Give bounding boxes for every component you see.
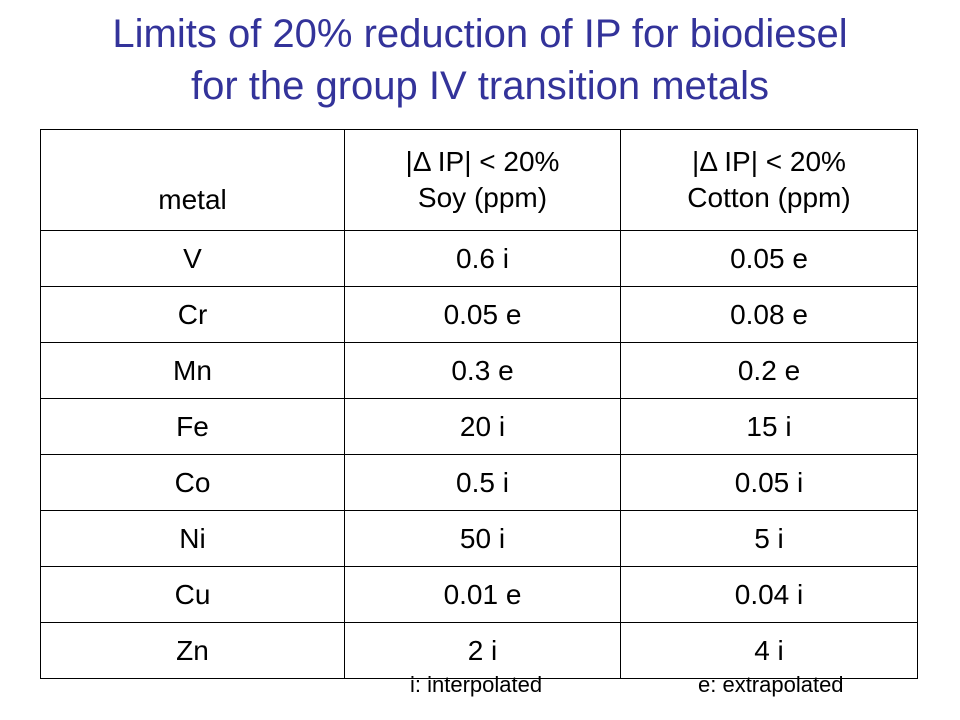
cell-cotton: 0.05 e (620, 230, 918, 287)
cell-cotton: 0.05 i (620, 454, 918, 511)
table-row: Cr 0.05 e 0.08 e (40, 286, 918, 343)
table-row: Mn 0.3 e 0.2 e (40, 342, 918, 399)
cell-metal: V (40, 230, 345, 287)
table-row: Cu 0.01 e 0.04 i (40, 566, 918, 623)
cell-metal: Fe (40, 398, 345, 455)
header-soy: |Δ IP| < 20% Soy (ppm) (344, 129, 621, 231)
cell-cotton: 0.04 i (620, 566, 918, 623)
cell-soy: 0.05 e (344, 286, 621, 343)
cell-soy: 50 i (344, 510, 621, 567)
cell-metal: Cr (40, 286, 345, 343)
title-line-1: Limits of 20% reduction of IP for biodie… (112, 12, 848, 56)
cell-soy: 0.5 i (344, 454, 621, 511)
ip-limits-table: metal |Δ IP| < 20% Soy (ppm) |Δ IP| < 20… (40, 129, 918, 679)
cell-cotton: 0.2 e (620, 342, 918, 399)
cell-metal: Cu (40, 566, 345, 623)
header-cotton: |Δ IP| < 20% Cotton (ppm) (620, 129, 918, 231)
table-row: V 0.6 i 0.05 e (40, 230, 918, 287)
table-header-row: metal |Δ IP| < 20% Soy (ppm) |Δ IP| < 20… (40, 129, 918, 231)
table-row: Fe 20 i 15 i (40, 398, 918, 455)
cell-cotton: 15 i (620, 398, 918, 455)
cell-soy: 2 i (344, 622, 621, 679)
cell-soy: 20 i (344, 398, 621, 455)
cell-cotton: 5 i (620, 510, 918, 567)
table-row: Co 0.5 i 0.05 i (40, 454, 918, 511)
cell-cotton: 4 i (620, 622, 918, 679)
header-cotton-line-2: Cotton (ppm) (687, 182, 851, 213)
table-row: Zn 2 i 4 i (40, 622, 918, 679)
cell-soy: 0.01 e (344, 566, 621, 623)
cell-cotton: 0.08 e (620, 286, 918, 343)
cell-soy: 0.6 i (344, 230, 621, 287)
cell-soy: 0.3 e (344, 342, 621, 399)
header-soy-line-2: Soy (ppm) (417, 182, 548, 213)
legend-extrapolated: e: extrapolated (698, 672, 844, 697)
legend-interpolated: i: interpolated (410, 672, 543, 697)
cell-metal: Zn (40, 622, 345, 679)
cell-metal: Mn (40, 342, 345, 399)
header-soy-line-1: |Δ IP| < 20% (405, 146, 560, 177)
slide-title: Limits of 20% reduction of IP for biodie… (0, 8, 960, 112)
header-metal: metal (40, 129, 345, 231)
header-cotton-line-1: |Δ IP| < 20% (692, 146, 846, 177)
header-metal-label: metal (158, 184, 227, 215)
table-row: Ni 50 i 5 i (40, 510, 918, 567)
cell-metal: Ni (40, 510, 345, 567)
cell-metal: Co (40, 454, 345, 511)
title-line-2: for the group IV transition metals (190, 64, 770, 108)
